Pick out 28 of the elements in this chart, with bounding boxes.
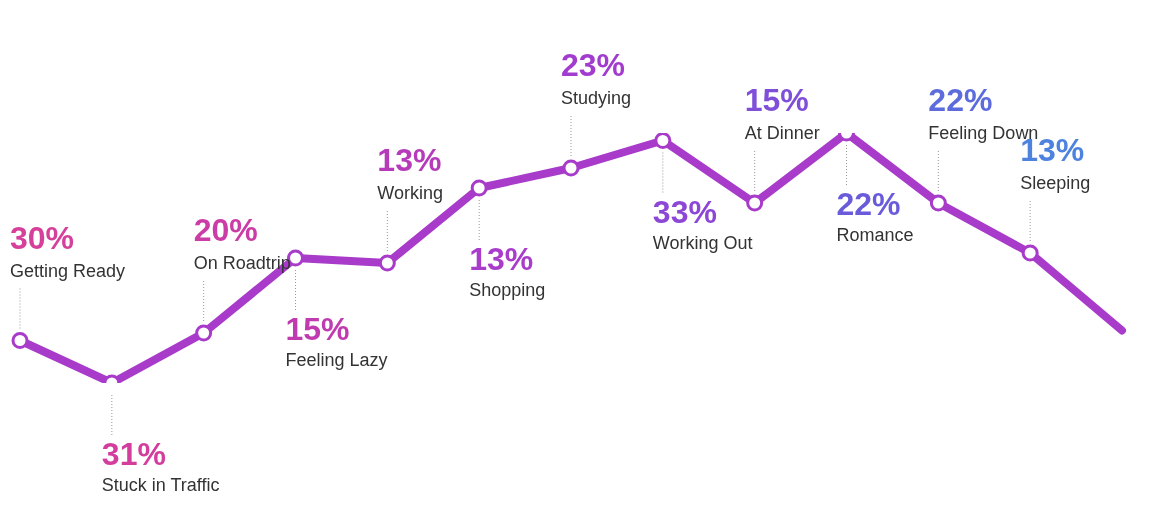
annotation: 22% <box>836 186 901 222</box>
point <box>470 179 488 197</box>
text: 31% <box>101 436 166 472</box>
point <box>11 332 29 349</box>
annotation: 13% <box>469 241 534 277</box>
text: Studying <box>561 88 632 108</box>
annotation: Romance <box>836 225 914 245</box>
point <box>195 324 213 342</box>
point <box>378 254 396 272</box>
annotation: Working Out <box>652 232 753 253</box>
annotation: 30% <box>10 219 75 256</box>
annotation: 33% <box>652 193 717 230</box>
text: 15% <box>744 82 809 118</box>
annotation: Sleeping <box>1020 173 1091 193</box>
annotation: At Dinner <box>744 123 820 143</box>
point <box>654 133 672 149</box>
text: 23% <box>561 47 626 83</box>
annotation: 20% <box>193 212 258 248</box>
text: Stuck in Traffic <box>101 475 220 495</box>
annotation: Shopping <box>469 280 546 300</box>
annotation: Feeling Lazy <box>285 350 388 370</box>
annotation: Getting Ready <box>10 260 126 281</box>
annotation: 15% <box>285 311 350 347</box>
annotation: 13% <box>377 142 442 178</box>
point <box>746 194 764 212</box>
annotation: Working <box>377 183 444 203</box>
point <box>562 159 580 177</box>
text: 22% <box>928 82 993 118</box>
